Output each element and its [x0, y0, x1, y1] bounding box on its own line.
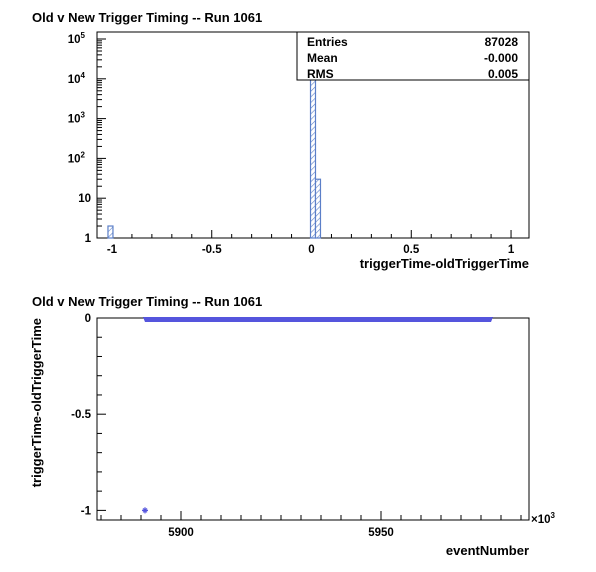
y-tick-exponent: 5 — [81, 31, 86, 40]
scatter-frame — [96, 317, 530, 521]
histogram-y-tick-label: 104 — [68, 71, 86, 86]
histogram-x-tick-label: 0.5 — [403, 244, 420, 256]
histogram-x-tick-label: 1 — [508, 244, 515, 256]
histogram-x-tick-label: -1 — [107, 244, 118, 256]
stats-entries-label: Entries — [307, 35, 348, 49]
histogram-plot: Old v New Trigger Timing -- Run 1061 -1 -… — [32, 10, 530, 271]
scatter-y-tick-label: -0.5 — [71, 409, 91, 421]
x-axis-multiplier-base: ×10 — [531, 514, 551, 526]
scatter-band-points — [145, 317, 491, 322]
stats-rms-value: 0.005 — [488, 67, 518, 81]
scatter-point — [142, 507, 148, 514]
y-tick-base: 10 — [68, 153, 81, 165]
scatter-x-axis-label: eventNumber — [446, 543, 529, 558]
stats-entries-value: 87028 — [485, 35, 519, 49]
stats-mean-value: -0.000 — [484, 51, 518, 65]
scatter-x-tick-label: 5900 — [168, 527, 194, 539]
histogram-y-tick-label: 1 — [85, 233, 92, 245]
histogram-x-tick-label: 0 — [308, 244, 314, 256]
x-axis-multiplier: ×103 — [531, 511, 556, 526]
scatter-y-axis-label: triggerTime-oldTriggerTime — [29, 318, 44, 487]
histogram-bars — [107, 40, 322, 239]
histogram-bar — [107, 225, 114, 239]
scatter-title: Old v New Trigger Timing -- Run 1061 — [32, 294, 262, 309]
stats-rms-label: RMS — [307, 67, 334, 81]
histogram-y-tick-label: 103 — [68, 111, 86, 126]
scatter-y-tick-label: -1 — [81, 505, 92, 517]
y-tick-base: 10 — [68, 34, 81, 46]
histogram-y-tick-label: 10 — [78, 193, 91, 205]
histogram-x-tick-label: -0.5 — [202, 244, 222, 256]
y-tick-base: 10 — [68, 114, 81, 126]
scatter-plot: Old v New Trigger Timing -- Run 1061 590… — [29, 294, 556, 558]
stats-mean-label: Mean — [307, 51, 338, 65]
histogram-x-axis-label: triggerTime-oldTriggerTime — [360, 256, 529, 271]
stats-box: Entries 87028 Mean -0.000 RMS 0.005 — [296, 31, 530, 81]
y-tick-exponent: 2 — [81, 150, 86, 159]
y-tick-exponent: 3 — [81, 111, 86, 120]
histogram-bar — [314, 178, 322, 239]
histogram-title: Old v New Trigger Timing -- Run 1061 — [32, 10, 262, 25]
scatter-marks — [142, 317, 493, 514]
y-tick-exponent: 4 — [81, 71, 86, 80]
x-axis-multiplier-exponent: 3 — [551, 511, 556, 520]
scatter-y-tick-label: 0 — [85, 313, 91, 325]
histogram-y-tick-label: 105 — [68, 31, 86, 46]
y-tick-base: 10 — [68, 74, 81, 86]
scatter-ticks: 5900 5950 0 -0.5 -1 — [71, 313, 522, 539]
scatter-x-tick-label: 5950 — [368, 527, 394, 539]
histogram-y-tick-label: 102 — [68, 150, 86, 165]
stats-box-frame — [296, 31, 530, 81]
